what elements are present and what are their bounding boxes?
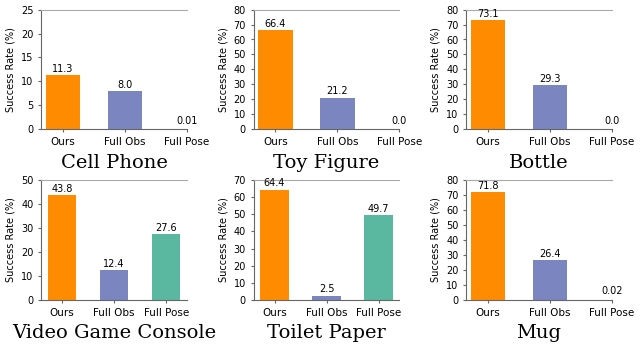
X-axis label: Cell Phone: Cell Phone [61, 154, 168, 172]
Bar [48, 195, 76, 300]
Bar [364, 215, 393, 300]
Bar [471, 20, 505, 129]
Bar [312, 295, 341, 300]
Text: 73.1: 73.1 [477, 9, 499, 19]
Y-axis label: Success Rate (%): Success Rate (%) [431, 198, 440, 283]
Text: 2.5: 2.5 [319, 284, 334, 294]
X-axis label: Bottle: Bottle [509, 154, 569, 172]
Y-axis label: Success Rate (%): Success Rate (%) [6, 27, 15, 112]
Text: 0.0: 0.0 [604, 116, 620, 126]
Text: 26.4: 26.4 [539, 249, 561, 259]
Text: 0.0: 0.0 [392, 116, 407, 126]
Text: 64.4: 64.4 [264, 179, 285, 189]
Text: 29.3: 29.3 [539, 74, 561, 84]
Text: 8.0: 8.0 [118, 80, 132, 90]
Bar [100, 270, 129, 300]
X-axis label: Toy Figure: Toy Figure [273, 154, 380, 172]
X-axis label: Video Game Console: Video Game Console [12, 324, 216, 342]
Text: 12.4: 12.4 [104, 259, 125, 269]
Text: 21.2: 21.2 [326, 86, 348, 96]
Text: 0.02: 0.02 [601, 286, 623, 296]
Text: 71.8: 71.8 [477, 181, 499, 191]
Text: 11.3: 11.3 [52, 64, 74, 74]
Bar [46, 75, 80, 129]
Text: 49.7: 49.7 [368, 204, 389, 214]
Y-axis label: Success Rate (%): Success Rate (%) [218, 27, 228, 112]
Text: 0.01: 0.01 [177, 116, 198, 126]
Bar [259, 30, 292, 129]
Bar [471, 192, 505, 300]
X-axis label: Toilet Paper: Toilet Paper [267, 324, 386, 342]
Text: 27.6: 27.6 [156, 223, 177, 232]
Bar [321, 97, 355, 129]
X-axis label: Mug: Mug [516, 324, 561, 342]
Y-axis label: Success Rate (%): Success Rate (%) [6, 198, 16, 283]
Y-axis label: Success Rate (%): Success Rate (%) [218, 198, 228, 283]
Bar [532, 86, 567, 129]
Bar [260, 190, 289, 300]
Text: 43.8: 43.8 [51, 184, 73, 194]
Text: 66.4: 66.4 [265, 19, 286, 29]
Bar [108, 91, 142, 129]
Y-axis label: Success Rate (%): Success Rate (%) [431, 27, 440, 112]
Bar [152, 234, 180, 300]
Bar [532, 260, 567, 300]
